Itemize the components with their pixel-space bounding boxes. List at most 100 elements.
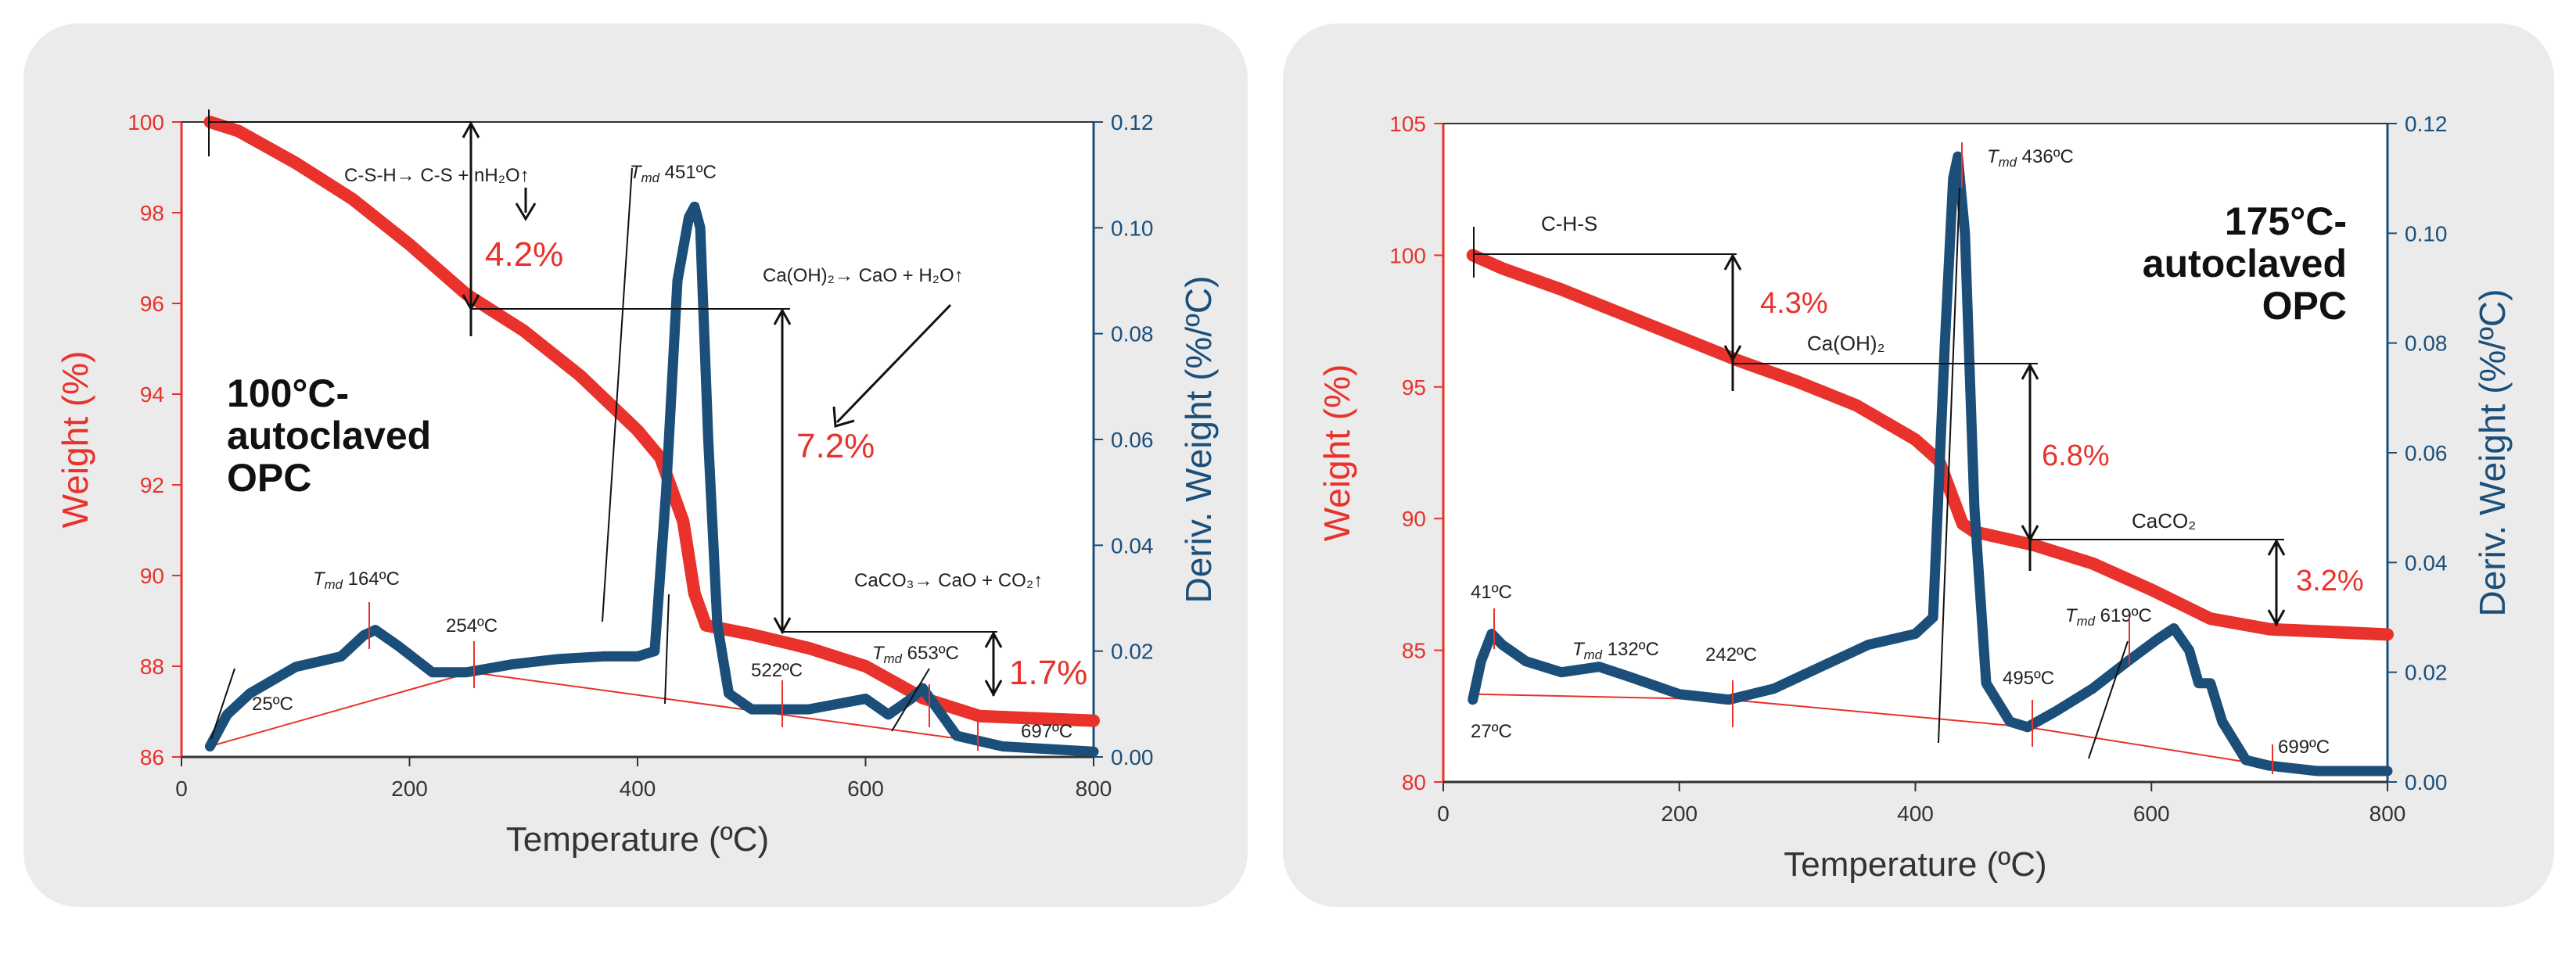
y-left-tick-label: 88 — [140, 655, 164, 679]
chart-1: 0 200 400 600 800 86 88 90 92 94 96 98 100 0.00 0.02 0.… — [55, 110, 1219, 859]
arrow-head — [1723, 253, 1742, 271]
temp-699-label: 699ºC — [2278, 737, 2330, 758]
reaction-csh-arrow — [515, 188, 537, 221]
temp-27-label: 27ºC — [1471, 721, 1512, 742]
y-right-tick-label: 0.08 — [1111, 322, 1154, 346]
x-tick-label: 600 — [2133, 802, 2170, 826]
arrow-head — [984, 630, 1003, 648]
temp-697-label: 697ºC — [1021, 721, 1072, 742]
y-left-tick-label: 92 — [140, 473, 164, 497]
weight-series-line — [1466, 249, 2394, 641]
x-tick-label: 200 — [1661, 802, 1698, 826]
y-left-tick-label: 105 — [1389, 112, 1426, 136]
x-tick-label: 0 — [1437, 802, 1450, 826]
loss-2-label-2: 6.8% — [2042, 439, 2110, 472]
arrow-head — [2021, 362, 2039, 380]
y-right-tick-label: 0.12 — [1111, 110, 1154, 134]
tmd-peak-1-label-2: Tmd 436ºC — [1987, 146, 2074, 170]
reaction-cc-label-2: CaCO₂ — [2132, 509, 2196, 533]
y-left-axis-label: Weight (%) — [1317, 364, 1357, 542]
y-left-tick-label: 100 — [1389, 243, 1426, 267]
x-axis-label: Temperature (ºC) — [1784, 845, 2046, 884]
chart-title-line: OPC — [227, 456, 311, 500]
y-left-tick-label: 90 — [1402, 507, 1426, 531]
weight-series-line — [203, 116, 1100, 727]
loss-1-label-2: 4.3% — [1760, 287, 1828, 320]
arrow-head — [2267, 609, 2286, 627]
arrow-head — [1723, 345, 1742, 363]
chart-2: 0 200 400 600 800 80 85 90 95 100 105 0.00 0.02 0.04 0… — [1317, 112, 2513, 884]
tmd-peak-3-label-2: Tmd 619ºC — [2065, 605, 2152, 629]
y-right-axis-label: Deriv. Weight (%/ºC) — [2472, 289, 2513, 617]
reaction-chs-label: C-H-S — [1541, 212, 1597, 235]
chart-title-line: 175°C- — [2225, 199, 2347, 243]
temp-25-label: 25ºC — [252, 694, 293, 715]
temp-495-label: 495ºC — [2003, 668, 2054, 689]
x-tick-label: 800 — [2369, 802, 2406, 826]
x-tick-label: 800 — [1076, 776, 1112, 801]
tmd-peak-3-label: Tmd 653ºC — [872, 643, 959, 666]
reaction-ch-label: Ca(OH)₂→ CaO + H₂O↑ — [763, 265, 964, 286]
tmd-3-leader — [891, 668, 930, 732]
y-right-tick-label: 0.02 — [1111, 640, 1154, 664]
y-left-tick-label: 85 — [1402, 639, 1426, 663]
reaction-ch-pointer — [835, 303, 952, 424]
temp-254-label: 254ºC — [446, 615, 498, 637]
y-right-tick-label: 0.04 — [1111, 533, 1154, 558]
y-right-tick-label: 0.08 — [2405, 332, 2448, 356]
temp-25-leader — [210, 668, 235, 740]
arrow-head — [984, 680, 1003, 698]
y-right-tick-label: 0.12 — [2405, 112, 2448, 136]
y-left-axis-label: Weight (%) — [55, 351, 95, 529]
tmd-peak-2-label-2: Tmd 132ºC — [1572, 639, 1659, 662]
arrow-head — [773, 307, 792, 325]
x-tick-label: 400 — [1897, 802, 1934, 826]
x-tick-label: 400 — [620, 776, 656, 801]
y-right-tick-label: 0.06 — [1111, 428, 1154, 452]
y-right-tick-label: 0.06 — [2405, 441, 2448, 465]
y-left-tick-label: 98 — [140, 201, 164, 225]
x-tick-label: 600 — [847, 776, 884, 801]
reaction-csh-label: C-S-H→ C-S + nH₂O↑ — [344, 165, 530, 186]
reaction-ch-pointer-head — [832, 406, 855, 428]
y-right-tick-label: 0.00 — [1111, 745, 1154, 769]
chart-title-line: OPC — [2262, 284, 2347, 328]
y-left-tick-label: 94 — [140, 382, 164, 407]
arrow-head — [2267, 538, 2286, 556]
y-left-tick-label: 95 — [1402, 375, 1426, 400]
x-tick-label: 0 — [175, 776, 188, 801]
tmd-3-leader-2 — [2088, 640, 2129, 759]
y-left-tick-label: 100 — [128, 110, 164, 134]
y-right-tick-label: 0.10 — [1111, 216, 1154, 240]
arrow-head — [462, 120, 480, 138]
y-right-tick-label: 0.02 — [2405, 661, 2448, 685]
y-right-tick-label: 0.00 — [2405, 770, 2448, 794]
tmd-peak-1-label: Tmd 451ºC — [630, 162, 717, 185]
loss-3-label: 1.7% — [1009, 654, 1087, 692]
tmd-1-leader-2 — [664, 594, 670, 705]
chart-title-line: 100°C- — [227, 371, 349, 415]
x-axis-label: Temperature (ºC) — [506, 820, 769, 859]
y-left-tick-label: 86 — [140, 745, 164, 769]
temp-242-label: 242ºC — [1705, 644, 1757, 665]
loss-1-label: 4.2% — [485, 235, 563, 274]
y-right-axis-label: Deriv. Weight (%/ºC) — [1178, 276, 1219, 604]
y-left-tick-label: 96 — [140, 292, 164, 316]
temp-41-label: 41ºC — [1471, 582, 1512, 603]
chart-title-line: autoclaved — [2143, 242, 2347, 285]
y-right-tick-label: 0.04 — [2405, 551, 2448, 575]
tmd-peak-2-label: Tmd 164ºC — [313, 568, 400, 592]
reaction-cc-label: CaCO₃→ CaO + CO₂↑ — [854, 570, 1043, 591]
chart-title-line: autoclaved — [227, 414, 431, 457]
x-tick-label: 200 — [391, 776, 428, 801]
y-right-tick-label: 0.10 — [2405, 221, 2448, 246]
tmd-1-leader — [602, 167, 633, 622]
loss-2-label: 7.2% — [796, 427, 875, 465]
tmd-1-leader-2 — [1938, 187, 1960, 744]
deriv-series-line — [1468, 151, 2393, 776]
y-left-tick-label: 80 — [1402, 770, 1426, 794]
dtg-baseline — [1475, 693, 2269, 766]
reaction-ch-label-2: Ca(OH)₂ — [1807, 332, 1885, 355]
temp-522-label: 522ºC — [751, 660, 803, 681]
